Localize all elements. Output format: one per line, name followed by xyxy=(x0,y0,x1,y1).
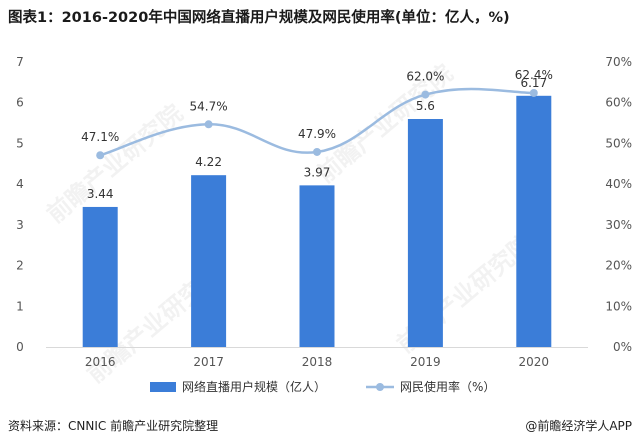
y-right-tick-label: 60% xyxy=(605,96,632,110)
chart-title: 图表1：2016-2020年中国网络直播用户规模及网民使用率(单位：亿人，%) xyxy=(8,10,510,26)
bar-value-label: 4.22 xyxy=(195,155,222,169)
y-left-tick-label: 7 xyxy=(16,55,24,69)
line-value-label: 54.7% xyxy=(190,99,228,113)
y-right-tick-label: 70% xyxy=(605,55,632,69)
y-right-tick-label: 50% xyxy=(605,136,632,150)
bar-labels: 3.44 4.22 3.97 5.6 6.17 xyxy=(87,76,547,201)
line-value-label: 62.4% xyxy=(515,68,553,82)
x-tick-label: 2018 xyxy=(302,355,333,369)
bar-value-label: 6.17 xyxy=(520,76,547,90)
line-points xyxy=(96,88,538,160)
bar-2020 xyxy=(516,95,552,348)
bar-2017 xyxy=(191,175,227,347)
y-right-tick-label: 30% xyxy=(605,218,632,232)
line-point-2018 xyxy=(313,147,321,156)
y-right-tick-label: 20% xyxy=(605,259,632,273)
line-value-label: 47.9% xyxy=(298,127,336,141)
x-tick-label: 2017 xyxy=(193,355,224,369)
left-axis: 0 1 2 3 4 5 6 7 xyxy=(16,55,24,354)
bar-2018 xyxy=(299,185,335,347)
y-right-tick-label: 40% xyxy=(605,177,632,191)
legend-line-label: 网民使用率（%） xyxy=(400,379,495,394)
credit-note: @前瞻经济学人APP xyxy=(525,419,632,433)
y-left-tick-label: 3 xyxy=(16,218,24,232)
source-note: 资料来源：CNNIC 前瞻产业研究院整理 xyxy=(8,419,219,433)
legend-bar-label: 网络直播用户规模（亿人） xyxy=(182,379,326,394)
bar-2016 xyxy=(82,206,118,347)
y-left-tick-label: 2 xyxy=(16,259,24,273)
right-axis: 0% 10% 20% 30% 40% 50% 60% 70% xyxy=(605,55,632,354)
y-right-tick-label: 0% xyxy=(613,340,632,354)
line-point-2016 xyxy=(96,151,105,160)
y-left-tick-label: 6 xyxy=(16,96,24,110)
y-left-tick-label: 5 xyxy=(16,136,24,150)
line-labels: 47.1% 54.7% 47.9% 62.0% 62.4% xyxy=(81,68,553,144)
x-tick-label: 2020 xyxy=(519,355,550,369)
legend: 网络直播用户规模（亿人） 网民使用率（%） xyxy=(150,379,495,394)
legend-bar-swatch xyxy=(150,382,176,392)
line-value-label: 47.1% xyxy=(81,130,119,144)
x-tick-label: 2019 xyxy=(410,355,441,369)
bar-2019 xyxy=(407,119,443,347)
bar-series xyxy=(82,95,552,348)
bar-value-label: 5.6 xyxy=(416,99,435,113)
y-left-tick-label: 0 xyxy=(16,340,24,354)
bar-value-label: 3.97 xyxy=(304,165,331,179)
line-value-label: 62.0% xyxy=(406,70,444,84)
y-left-tick-label: 4 xyxy=(16,177,24,191)
line-point-2017 xyxy=(204,120,213,129)
y-left-tick-label: 1 xyxy=(16,299,24,313)
bar-value-label: 3.44 xyxy=(87,187,114,201)
x-tick-label: 2016 xyxy=(85,355,116,369)
x-axis-labels: 2016 2017 2018 2019 2020 xyxy=(85,355,549,369)
legend-line-marker xyxy=(376,383,384,391)
line-point-2019 xyxy=(421,90,430,99)
y-right-tick-label: 10% xyxy=(605,299,632,313)
line-point-2020 xyxy=(529,88,538,97)
